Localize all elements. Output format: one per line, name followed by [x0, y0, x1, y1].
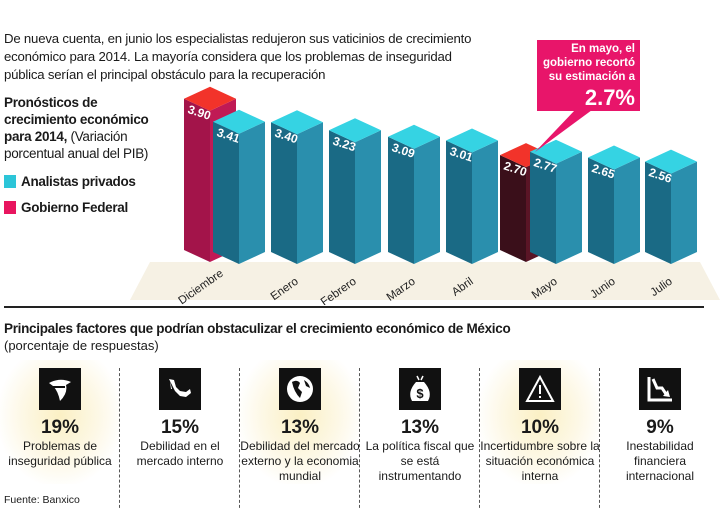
bandit-icon: [39, 368, 81, 410]
legend-swatch: [4, 174, 16, 188]
divider: [4, 306, 704, 308]
callout-box: En mayo, el gobierno recortó su estimaci…: [537, 40, 640, 111]
analistas-bar-right-face: [414, 136, 440, 264]
analistas-bar-right-face: [355, 130, 381, 264]
analistas-bar-value-label: 3.01: [448, 144, 475, 165]
factors-row: 19% Problemas de inseguridad pública 15%…: [0, 360, 720, 509]
analistas-bar-left-face: [530, 151, 556, 264]
analistas-bar-value-label: 3.23: [331, 134, 358, 155]
factor-percent: 13%: [280, 417, 320, 438]
analistas-bar-top-face: [388, 124, 440, 149]
factor-item: 10% Incertidumbre sobre la situación eco…: [480, 360, 600, 509]
analistas-bar-right-face: [671, 161, 697, 264]
chart-title-note: (Variación porcentual anual del PIB): [4, 129, 149, 161]
factor-item: 19% Problemas de inseguridad pública: [0, 360, 120, 509]
dashed-separator: [479, 368, 480, 509]
factor-percent: 19%: [40, 417, 80, 438]
factor-item: 15% Debilidad en el mercado interno: [120, 360, 240, 509]
analistas-bar-value-label: 2.56: [647, 165, 674, 186]
analistas-bar-right-face: [297, 122, 323, 264]
analistas-bar-left-face: [329, 130, 355, 264]
analistas-bar-right-face: [472, 140, 498, 264]
chart-title: Pronósticos de crecimiento económico par…: [4, 94, 164, 162]
dashed-separator: [119, 368, 120, 509]
analistas-bar-top-face: [446, 128, 498, 153]
chart-floor: [130, 262, 720, 300]
analistas-bar-left-face: [388, 136, 414, 264]
legend-label: Analistas privados: [21, 173, 136, 189]
analistas-bar-value-label: 3.40: [273, 126, 300, 147]
factor-item: 9% Inestabilidad financiera internaciona…: [600, 360, 720, 484]
dashed-separator: [239, 368, 240, 509]
legend-item-gobierno: Gobierno Federal: [4, 194, 136, 220]
factor-label: Inestabilidad financiera internacional: [625, 439, 695, 483]
analistas-bar-left-face: [588, 157, 614, 264]
factors-subtitle: (porcentaje de respuestas): [4, 338, 159, 353]
gobierno-bar-top-face: [184, 86, 236, 111]
downtrend-icon: [639, 368, 681, 410]
dashed-separator: [359, 368, 360, 509]
factor-item: 13% Debilidad del mercado externo y la e…: [240, 360, 360, 509]
factors-title: Principales factores que podrían obstacu…: [4, 321, 511, 336]
chart-title-bold: Pronósticos de crecimiento económico par…: [4, 95, 149, 144]
mexico-map-icon: [159, 368, 201, 410]
money-bag-icon: $: [399, 368, 441, 410]
dashed-separator: [599, 368, 600, 509]
svg-text:$: $: [416, 386, 424, 401]
callout-text: En mayo, el gobierno recortó su estimaci…: [542, 43, 635, 83]
callout-value: 2.7%: [584, 85, 635, 110]
analistas-bar-right-face: [556, 151, 582, 264]
legend-label: Gobierno Federal: [21, 199, 128, 215]
factor-percent: 13%: [400, 417, 440, 438]
analistas-bar-value-label: 3.09: [390, 140, 417, 161]
factor-item: $ 13% La política fiscal que se está ins…: [360, 360, 480, 509]
analistas-bar-value-label: 2.77: [532, 155, 559, 176]
analistas-bar-top-face: [645, 149, 697, 174]
factor-percent: 10%: [520, 417, 560, 438]
factor-label: Incertidumbre sobre la situación económi…: [480, 439, 600, 483]
factor-label: Problemas de inseguridad pública: [8, 439, 112, 468]
analistas-bar-left-face: [213, 121, 239, 264]
analistas-bar-right-face: [239, 121, 265, 264]
analistas-bar-value-label: 2.65: [590, 161, 617, 182]
factor-label: Debilidad del mercado externo y la econo…: [240, 439, 360, 483]
factor-label: La política fiscal que se está instrumen…: [365, 439, 475, 483]
analistas-bar-left-face: [446, 140, 472, 264]
bar-chart: 3.902.703.41Diciembre3.40Enero3.23Febrer…: [130, 86, 720, 305]
factor-label: Debilidad en el mercado interno: [136, 439, 224, 468]
analistas-bar-value-label: 3.41: [215, 125, 242, 146]
source: Fuente: Banxico: [4, 494, 80, 506]
analistas-bar-top-face: [329, 118, 381, 143]
factor-percent: 15%: [160, 417, 200, 438]
gobierno-bar-value-label: 3.90: [186, 102, 213, 123]
analistas-bar-right-face: [614, 157, 640, 264]
gobierno-bar-left-face: [184, 98, 210, 262]
analistas-bar-left-face: [645, 161, 671, 264]
callout-pointer: [535, 110, 592, 152]
gobierno-bar-left-face: [500, 155, 526, 262]
factor-percent: 9%: [646, 417, 674, 438]
legend-swatch: [4, 200, 16, 214]
analistas-bar-left-face: [271, 122, 297, 264]
analistas-bar-top-face: [271, 110, 323, 135]
analistas-bar-top-face: [213, 109, 265, 134]
legend-item-analistas: Analistas privados: [4, 168, 136, 194]
warning-icon: [519, 368, 561, 410]
globe-icon: [279, 368, 321, 410]
legend: Analistas privados Gobierno Federal: [4, 168, 136, 220]
analistas-bar-top-face: [588, 145, 640, 170]
intro-text: De nueva cuenta, en junio los especialis…: [4, 31, 472, 82]
gobierno-bar-value-label: 2.70: [502, 159, 529, 180]
